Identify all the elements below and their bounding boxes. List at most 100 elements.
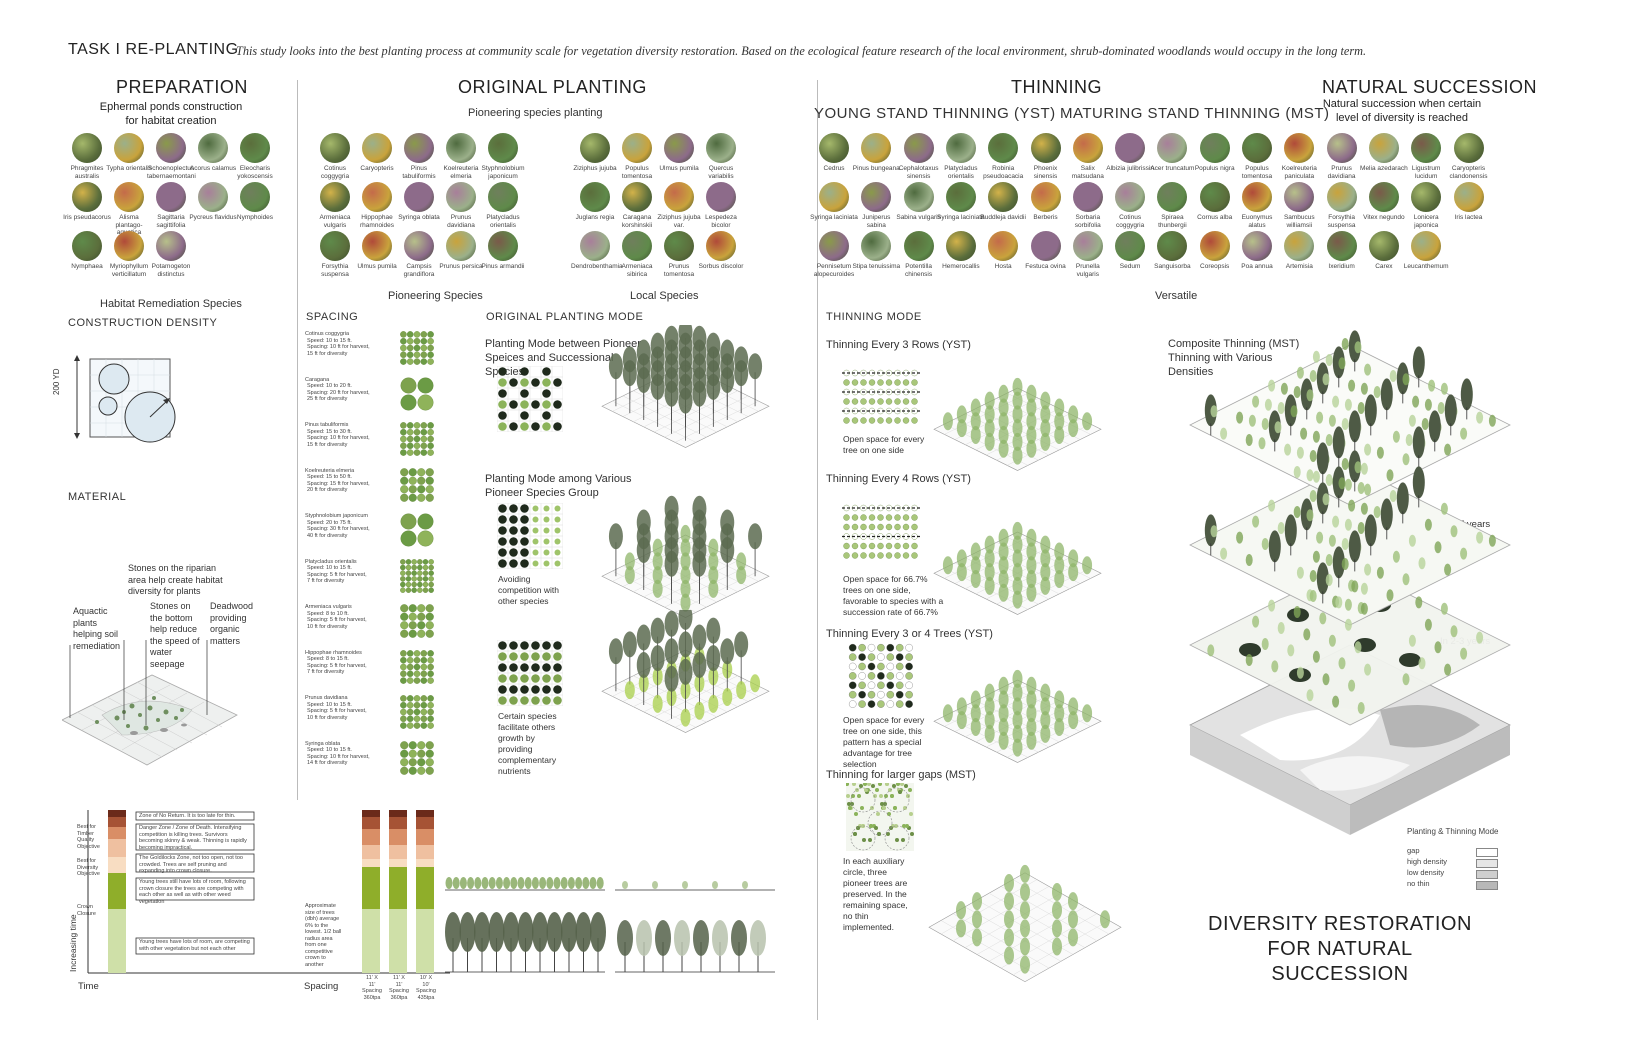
species-photo: [446, 133, 476, 163]
timeline-bar-segment: [362, 859, 380, 867]
timeline-note-0: Zone of No Return. It is too late for th…: [139, 813, 236, 819]
spacing-entry-line: 14 ft for diversity: [307, 760, 348, 766]
species-photo: [1242, 231, 1272, 261]
thin-mode-note-3: In each auxiliary circle, three pioneer …: [843, 856, 908, 932]
species-photo: [988, 231, 1019, 261]
legend-title: Planting & Thinning Mode: [1407, 827, 1499, 836]
species-name: Populus tomentosa: [621, 165, 653, 180]
species-photo: [1326, 182, 1357, 212]
spacing-entry-line: Spacing: 10 ft for harvest,: [307, 753, 370, 760]
mode-iso-0: [598, 318, 773, 450]
legend-label: gap: [1407, 846, 1420, 855]
species-name: Vitex negundo: [1363, 214, 1405, 221]
local-caption: Local Species: [630, 290, 699, 302]
thin-mode-title-0: Thinning Every 3 Rows (YST): [826, 339, 971, 351]
timeline-note-4: Young trees have lots of room, are compe…: [139, 939, 250, 952]
thin-mode-note-2: Open space for every tree on one side, t…: [843, 715, 925, 769]
versatile-caption: Versatile: [1155, 290, 1198, 302]
timeline-bar-segment: [362, 909, 380, 973]
thin-iso-2: [930, 640, 1105, 765]
intro-text: This study looks into the best planting …: [236, 44, 1367, 58]
timeline-note-1: Danger Zone / Zone of Death. Intensifyin…: [139, 825, 247, 851]
legend-swatch: [1476, 870, 1498, 879]
species-name: Eleocharis yokoscensis: [237, 165, 273, 180]
spacing-entry-line: Spacing: 10 ft for harvest,: [307, 435, 370, 441]
spacing-entry-line: 15 ft for diversity: [307, 441, 348, 448]
species-photo: [1284, 133, 1315, 163]
timeline-bar-segment: [362, 817, 380, 829]
pioneer-caption: Pioneering Species: [388, 290, 483, 302]
timeline-bar-segment: [416, 859, 434, 867]
spacing-entry-line: 10 ft for diversity: [307, 623, 348, 630]
spacing-pattern: [400, 740, 434, 775]
species-name: Pinus bungeana: [852, 165, 900, 172]
species-photo: [1115, 133, 1146, 163]
species-photo: [622, 182, 652, 212]
spacing-entry-line: 7 ft for diversity: [307, 578, 345, 584]
spacing-entry: Platycladus orientalis Speed: 10 to 15 ft…: [305, 559, 375, 585]
species-name: Syringa laciniata: [937, 214, 985, 221]
timeline-bar-segment: [362, 810, 380, 817]
species-name: Sanguisorba: [1154, 263, 1191, 270]
species-name: Berberis: [1033, 214, 1058, 221]
species-name: Cornus alba: [1197, 214, 1233, 221]
material-diagram: [61, 580, 242, 770]
species-name: Armeniaca vulgaris: [319, 214, 351, 229]
species-name: Typha orientalis: [106, 165, 152, 172]
species-name: Armeniaca sibirica: [621, 263, 653, 278]
species-photo: [945, 182, 976, 212]
thin-mode-note-1: Open space for 66.7% trees on one side, …: [843, 574, 944, 617]
species-name: Pennisetum alopecuroides: [813, 263, 855, 278]
species-name: Caryopteris: [360, 165, 394, 172]
species-name: Prunus persica: [439, 263, 483, 270]
spacing-pattern: [400, 695, 434, 729]
timeline-bar-segment: [416, 829, 434, 845]
species-name: Carex: [1375, 263, 1393, 270]
species-name: Hippophae rhamnoides: [360, 214, 394, 229]
species-photo: [1242, 133, 1272, 163]
species-name: Ixeridium: [1328, 263, 1355, 270]
timeline-x-label: Time: [78, 981, 99, 992]
density-label: CONSTRUCTION DENSITY: [68, 317, 218, 329]
species-name: Sedum: [1119, 263, 1141, 270]
mode-plan-2: [496, 639, 564, 707]
species-name: Sambucus williamsii: [1283, 214, 1315, 229]
timeline-bar-segment: [416, 810, 434, 817]
species-photo: [1199, 133, 1230, 163]
spacing-entry-line: Spacing: 30 ft for harvest,: [307, 526, 370, 532]
timeline-bar-segment: [416, 867, 434, 909]
thin-mode-title-1: Thinning Every 4 Rows (YST): [826, 473, 971, 485]
species-name: Robinia pseudoacacia: [983, 165, 1024, 180]
species-photo: [362, 133, 392, 163]
species-photo: [580, 133, 610, 163]
species-photo: [488, 231, 518, 261]
species-name: Dendrobenthamia: [571, 263, 623, 270]
species-photo: [1072, 133, 1103, 163]
spacing-entry: Syringa oblata Speed: 10 to 15 ft. Spacing…: [305, 741, 375, 767]
spacing-entry-line: Speed: 10 to 15 ft.: [307, 565, 352, 571]
spacing-entry: Pinus tabuliformis Speed: 15 to 30 ft. Spa…: [305, 422, 375, 448]
timeline-spacing-label: Spacing: [304, 981, 339, 992]
species-name: Caragana korshinskii: [621, 214, 653, 229]
species-photo: [945, 231, 976, 261]
spacing-entry-line: Pinus tabuliformis: [305, 422, 349, 428]
species-name: Leucanthemum: [1403, 263, 1449, 270]
species-photo: [404, 133, 434, 163]
species-photo: [488, 133, 518, 163]
stage-diversity: Best for Diversity Objective: [77, 858, 100, 877]
species-photo: [903, 133, 934, 163]
species-name: Euonymus alatus: [1241, 214, 1273, 229]
mode-iso-2: [598, 603, 773, 735]
material-label: MATERIAL: [68, 491, 127, 503]
spacing-entry-line: Styphnolobium japonicum: [305, 513, 368, 519]
species-name: Prunella vulgaris: [1075, 263, 1100, 278]
thin-mode-note-0: Open space for every tree on one side: [843, 434, 925, 455]
legend-swatch: [1476, 859, 1498, 868]
species-name: Forsythia suspensa: [1327, 214, 1356, 229]
spacing-entry-line: Speed: 8 to 15 ft.: [307, 656, 349, 662]
species-photo: [622, 231, 652, 261]
species-name: Potamogeton distinctus: [151, 263, 191, 278]
spacing-pattern: [400, 649, 434, 684]
species-photo: [1030, 182, 1061, 212]
species-name: Prunus davidiana: [447, 214, 475, 229]
